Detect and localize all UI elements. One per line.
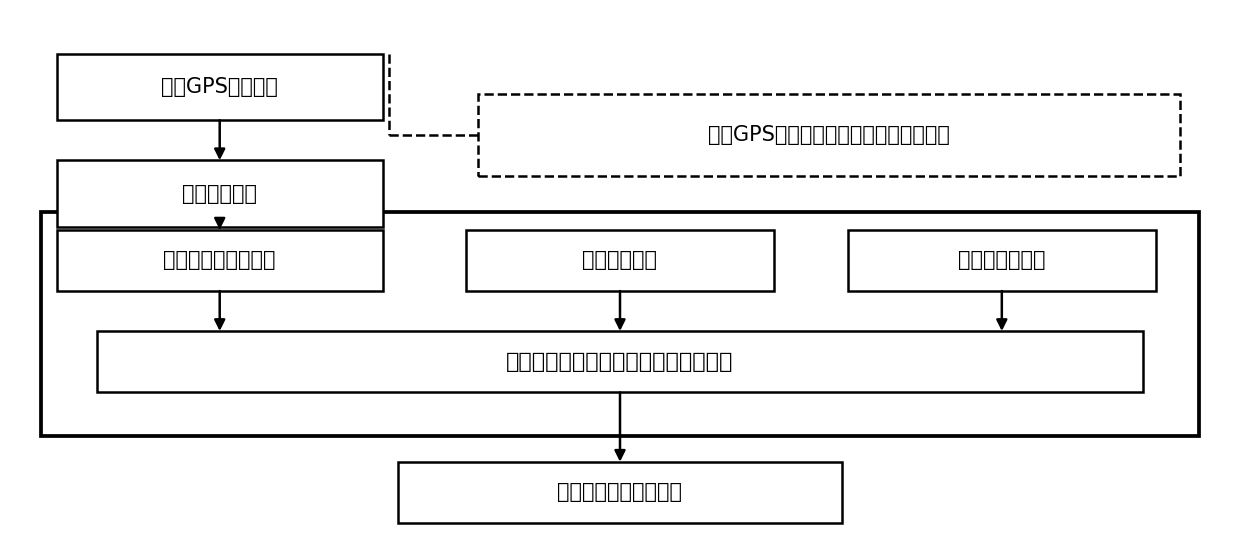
- Bar: [848, 230, 1156, 291]
- Bar: [57, 230, 383, 291]
- Bar: [97, 331, 1143, 392]
- Text: 节假日状况数据: 节假日状况数据: [959, 250, 1045, 270]
- Bar: [479, 94, 1180, 176]
- Text: 车辆GPS轨迹转化为交通尾气排放量数据: 车辆GPS轨迹转化为交通尾气排放量数据: [708, 125, 950, 145]
- Text: 交通流量数据: 交通流量数据: [182, 184, 257, 204]
- Text: 交通尾气排放量预测值: 交通尾气排放量预测值: [558, 482, 682, 502]
- Bar: [398, 462, 842, 523]
- Text: 车辆GPS轨迹数据: 车辆GPS轨迹数据: [161, 77, 278, 97]
- Text: 交通尾气排放量数据: 交通尾气排放量数据: [164, 250, 277, 270]
- Text: 天气状况数据: 天气状况数据: [583, 250, 657, 270]
- Bar: [57, 54, 383, 120]
- Bar: [57, 160, 383, 227]
- Bar: [466, 230, 774, 291]
- Bar: [41, 212, 1199, 436]
- Text: 基于深度残差网络的交通排放预测模型: 基于深度残差网络的交通排放预测模型: [506, 352, 734, 372]
